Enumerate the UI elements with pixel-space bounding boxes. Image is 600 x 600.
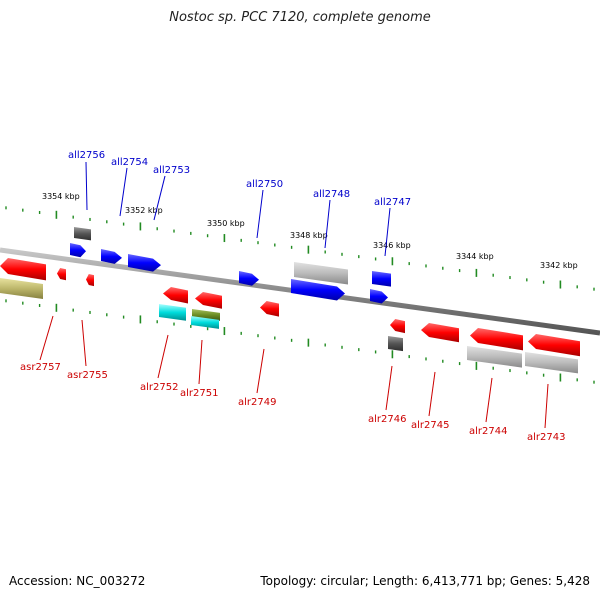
reverse-gene-label: alr2751 [180, 388, 218, 399]
leader-line [119, 167, 128, 217]
genome-summary-text: Topology: circular; Length: 6,413,771 bp… [260, 574, 590, 588]
gene-feature [372, 271, 391, 287]
gene-feature [470, 328, 523, 351]
scale-tick-label: 3344 kbp [456, 252, 494, 261]
reverse-gene-label: asr2755 [67, 370, 108, 381]
gene-feature [74, 227, 91, 241]
leader-line [81, 319, 87, 367]
gene-feature [86, 274, 94, 287]
leader-line [384, 207, 391, 257]
reverse-gene-label: alr2743 [527, 432, 565, 443]
gene-feature [260, 301, 279, 317]
gene-feature [421, 323, 459, 343]
accession-text: Accession: NC_003272 [9, 574, 146, 588]
leader-line [85, 161, 88, 211]
scale-tick-label: 3348 kbp [290, 231, 328, 240]
gene-feature [528, 334, 580, 357]
gene-feature [195, 292, 222, 309]
gene-feature [128, 254, 161, 272]
reverse-gene-label: asr2757 [20, 362, 61, 373]
reverse-gene-label: alr2746 [368, 414, 406, 425]
forward-gene-label: all2747 [374, 197, 411, 208]
label-leaders [39, 161, 549, 429]
forward-gene-label: all2750 [246, 179, 283, 190]
upper-tick-track [5, 206, 595, 291]
leader-line [544, 383, 549, 429]
lower-tick-track [5, 299, 595, 384]
forward-gene-label: all2754 [111, 157, 148, 168]
scale-tick-label: 3354 kbp [42, 192, 80, 201]
leader-line [485, 377, 493, 423]
reverse-gene-label: alr2749 [238, 397, 276, 408]
forward-gene-label: all2753 [153, 165, 190, 176]
leader-line [385, 365, 393, 411]
reverse-gene-label: alr2744 [469, 426, 507, 437]
gene-labels: all2756 all2754 all2753 all2750 all2748 all27… [20, 150, 565, 443]
scale-labels: 3354 kbp 3352 kbp 3350 kbp 3348 kbp 3346 kbp… [42, 192, 578, 270]
gene-feature [101, 249, 122, 264]
gene-feature [0, 278, 43, 299]
scale-tick-label: 3342 kbp [540, 261, 578, 270]
gene-feature [370, 289, 388, 304]
gene-feature [294, 262, 348, 285]
reverse-gene-label: alr2752 [140, 382, 178, 393]
leader-line [157, 334, 169, 379]
leader-line [256, 348, 265, 394]
gene-feature [163, 287, 188, 304]
gene-feature [388, 336, 403, 352]
gene-feature [70, 243, 86, 258]
leader-line [153, 175, 166, 221]
map-title: Nostoc sp. PCC 7120, complete genome [169, 10, 431, 25]
scale-tick-label: 3350 kbp [207, 219, 245, 228]
gene-feature [390, 319, 405, 334]
forward-gene-label: all2756 [68, 150, 105, 161]
reverse-gene-label: alr2745 [411, 420, 449, 431]
scale-tick-label: 3352 kbp [125, 206, 163, 215]
gene-feature [191, 316, 219, 329]
forward-gene-label: all2748 [313, 189, 350, 200]
gene-feature [159, 304, 186, 321]
leader-line [39, 315, 54, 361]
leader-line [428, 371, 436, 417]
leader-line [324, 199, 331, 249]
gene-feature [0, 258, 46, 281]
gene-feature [291, 279, 345, 301]
leader-line [198, 339, 203, 385]
leader-line [256, 189, 264, 239]
features [0, 227, 580, 374]
gene-feature [467, 346, 522, 368]
gene-feature [525, 352, 578, 374]
scale-tick-label: 3346 kbp [373, 241, 411, 250]
gene-feature [57, 268, 66, 281]
gene-feature [239, 271, 259, 286]
